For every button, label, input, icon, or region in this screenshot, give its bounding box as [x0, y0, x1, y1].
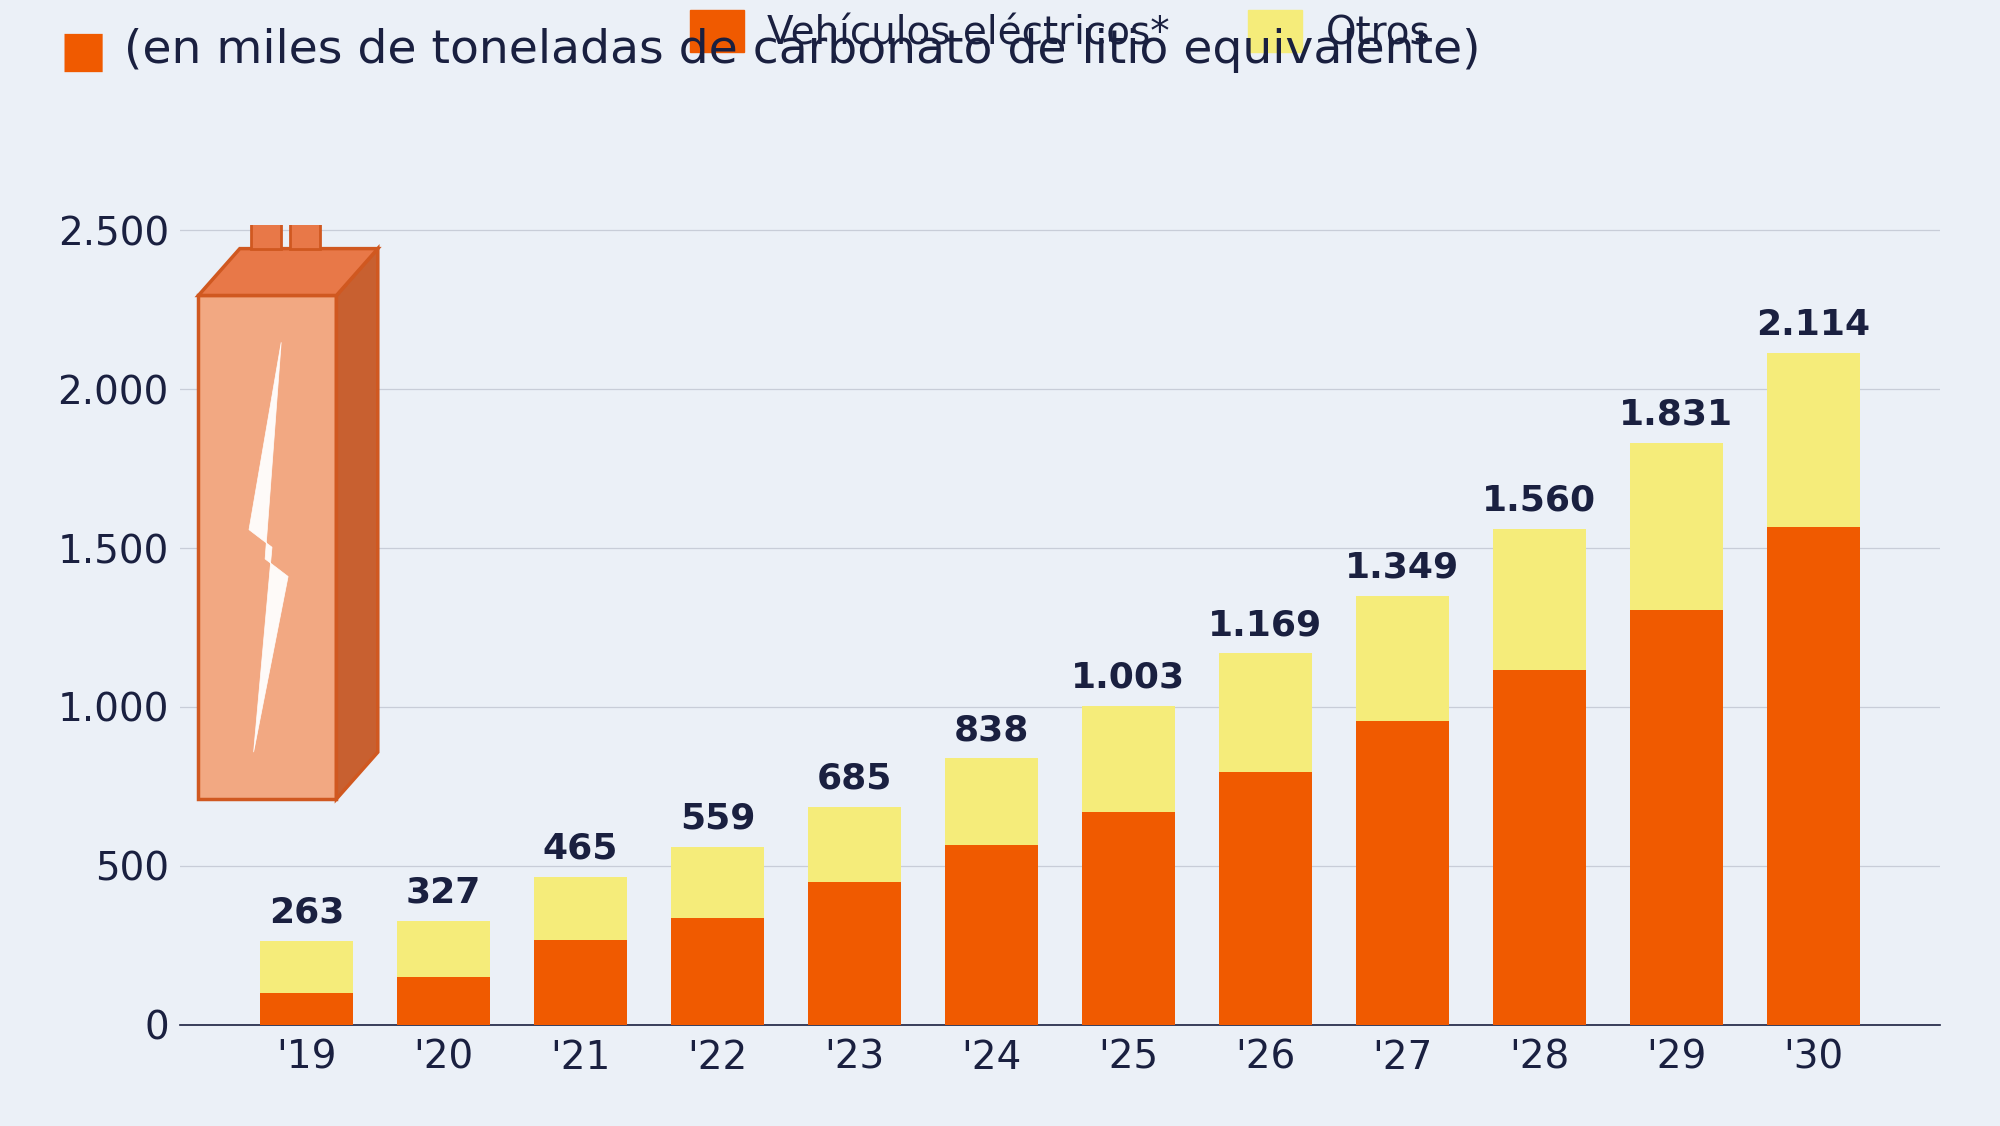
- Bar: [260, 941, 354, 993]
- Text: 465: 465: [542, 832, 618, 866]
- Bar: [670, 918, 764, 1025]
- Text: ■: ■: [60, 28, 108, 77]
- Bar: [1630, 610, 1724, 1025]
- Bar: [1492, 670, 1586, 1025]
- Polygon shape: [198, 295, 336, 799]
- Bar: [1356, 722, 1450, 1025]
- Bar: [260, 993, 354, 1025]
- Bar: [808, 882, 902, 1025]
- Bar: [808, 807, 902, 882]
- Bar: [1218, 772, 1312, 1025]
- Bar: [1766, 527, 1860, 1025]
- Text: (en miles de toneladas de carbonato de litio equivalente): (en miles de toneladas de carbonato de l…: [124, 28, 1480, 73]
- Bar: [1082, 706, 1176, 812]
- Text: 838: 838: [954, 713, 1030, 748]
- Bar: [944, 846, 1038, 1025]
- Bar: [534, 877, 628, 940]
- Bar: [1356, 596, 1450, 722]
- Text: 327: 327: [406, 876, 482, 910]
- Bar: [670, 847, 764, 918]
- Polygon shape: [290, 216, 320, 249]
- Text: 1.560: 1.560: [1482, 484, 1596, 518]
- Bar: [1766, 354, 1860, 527]
- Text: 2.114: 2.114: [1756, 307, 1870, 342]
- Polygon shape: [336, 249, 378, 799]
- Bar: [1082, 812, 1176, 1025]
- Text: 1.169: 1.169: [1208, 608, 1322, 642]
- Polygon shape: [248, 342, 288, 752]
- Text: 263: 263: [268, 896, 344, 930]
- Bar: [396, 921, 490, 977]
- Polygon shape: [252, 216, 282, 249]
- Bar: [1218, 653, 1312, 772]
- Text: 1.831: 1.831: [1620, 397, 1734, 432]
- Bar: [534, 940, 628, 1025]
- Text: 1.349: 1.349: [1346, 551, 1460, 586]
- Bar: [1630, 443, 1724, 610]
- Legend: Vehículos eléctricos*, Otros: Vehículos eléctricos*, Otros: [674, 0, 1446, 68]
- Bar: [1492, 529, 1586, 670]
- Text: 559: 559: [680, 802, 756, 835]
- Text: 1.003: 1.003: [1072, 661, 1186, 695]
- Bar: [396, 977, 490, 1025]
- Text: 685: 685: [816, 762, 892, 796]
- Polygon shape: [198, 249, 378, 295]
- Bar: [944, 759, 1038, 846]
